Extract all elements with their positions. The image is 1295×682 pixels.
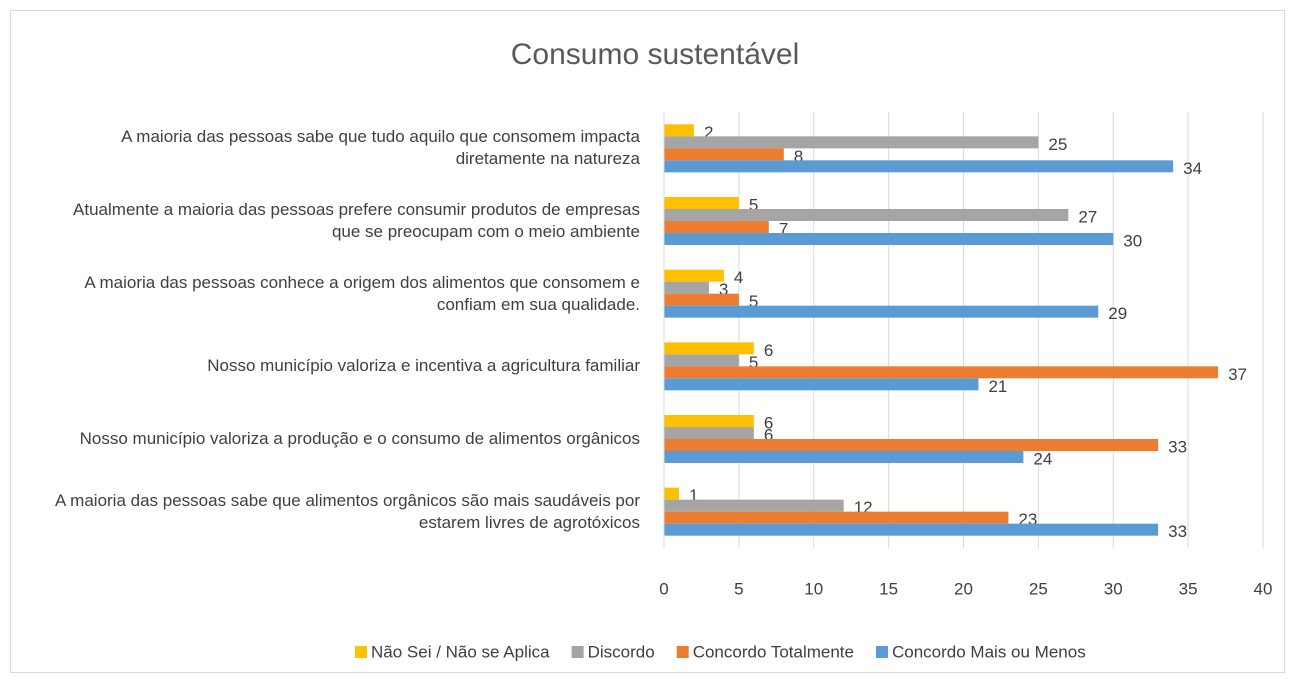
legend-label: Concordo Totalmente <box>693 642 854 661</box>
bar <box>664 281 709 294</box>
bar <box>664 221 769 233</box>
category-label: A maioria das pessoas sabe que alimentos… <box>55 490 640 532</box>
data-label: 27 <box>1078 207 1097 226</box>
x-tick-label: 15 <box>879 579 898 598</box>
x-tick-label: 20 <box>954 579 973 598</box>
x-tick-label: 40 <box>1254 579 1273 598</box>
x-tick-label: 10 <box>804 579 823 598</box>
bar <box>664 197 739 209</box>
data-label: 1 <box>689 486 698 505</box>
data-label: 3 <box>719 280 728 299</box>
bar <box>664 269 724 282</box>
x-tick-label: 35 <box>1179 579 1198 598</box>
data-label: 29 <box>1108 304 1127 323</box>
data-label: 2 <box>704 123 713 142</box>
x-tick-label: 0 <box>659 579 668 598</box>
x-tick-label: 5 <box>734 579 743 598</box>
bar <box>664 148 784 161</box>
bar <box>664 233 1114 245</box>
data-label: 6 <box>764 341 773 360</box>
data-label: 6 <box>764 413 773 432</box>
data-label: 6 <box>764 425 773 444</box>
category-label: A maioria das pessoas conhece a origem d… <box>84 272 640 314</box>
data-label: 4 <box>734 268 743 287</box>
data-label: 24 <box>1033 449 1052 468</box>
x-tick-label: 30 <box>1104 579 1123 598</box>
chart-title: Consumo sustentável <box>511 38 800 71</box>
bar <box>664 354 739 367</box>
bar <box>664 439 1159 451</box>
legend-swatch <box>676 646 689 658</box>
legend-label: Não Sei / Não se Aplica <box>371 642 550 661</box>
data-label: 5 <box>749 195 758 214</box>
bar <box>664 451 1024 463</box>
data-label: 37 <box>1228 365 1247 384</box>
category-label: Nosso município valoriza a produção e o … <box>79 429 640 448</box>
data-label: 33 <box>1168 522 1187 541</box>
data-label: 25 <box>1048 135 1067 154</box>
legend-swatch <box>355 646 367 658</box>
category-label: A maioria das pessoas sabe que tudo aqui… <box>121 127 640 169</box>
data-label: 5 <box>749 292 758 311</box>
bar <box>664 209 1069 221</box>
bar <box>664 293 739 306</box>
data-label: 7 <box>779 219 788 238</box>
data-label: 8 <box>794 147 803 166</box>
bar <box>664 427 754 439</box>
category-label: Atualmente a maioria das pessoas prefere… <box>73 200 640 241</box>
bar <box>664 523 1159 536</box>
bar <box>664 378 979 391</box>
bar <box>664 511 1009 524</box>
legend-label: Discordo <box>588 642 655 661</box>
chart-border <box>10 10 1285 673</box>
bar <box>664 366 1219 379</box>
bar <box>664 342 754 355</box>
legend-swatch <box>571 646 584 658</box>
bar <box>664 160 1174 173</box>
bar <box>664 499 844 512</box>
legend-swatch <box>876 646 888 658</box>
bar <box>664 124 694 137</box>
data-label: 30 <box>1123 231 1142 250</box>
data-label: 5 <box>749 353 758 372</box>
legend-label: Concordo Mais ou Menos <box>892 642 1086 661</box>
bar <box>664 415 754 427</box>
bar <box>664 136 1039 149</box>
data-label: 33 <box>1168 437 1187 456</box>
category-label: Nosso município valoriza e incentiva a a… <box>207 356 640 376</box>
bar <box>664 487 679 500</box>
bar <box>664 305 1099 318</box>
x-tick-label: 25 <box>1029 579 1048 598</box>
data-label: 21 <box>988 377 1007 396</box>
data-label: 34 <box>1183 159 1202 178</box>
